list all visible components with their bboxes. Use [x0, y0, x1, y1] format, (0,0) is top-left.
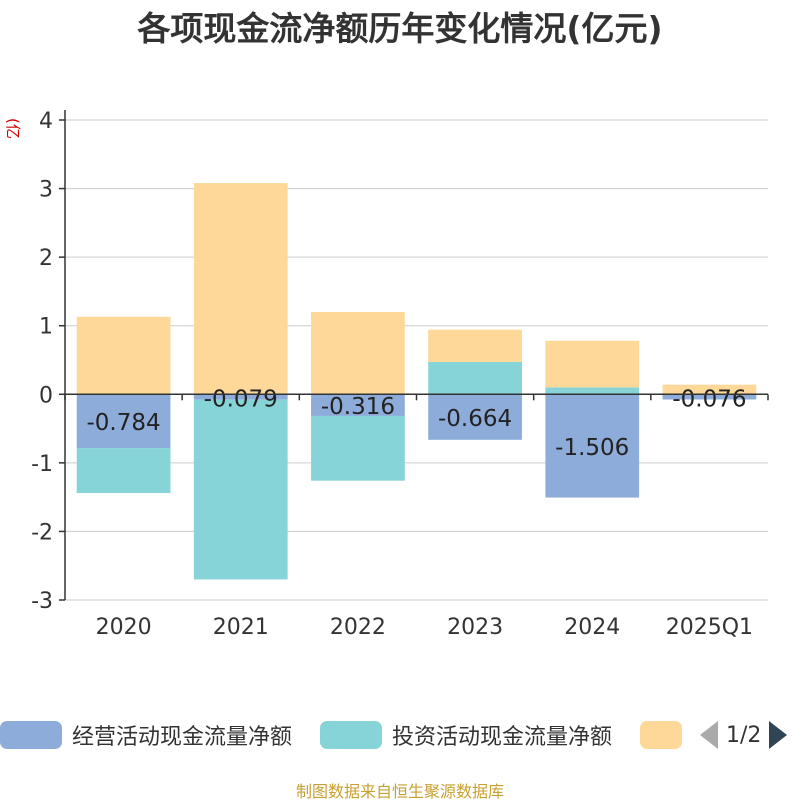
chart-title: 各项现金流净额历年变化情况(亿元) — [137, 9, 663, 48]
y-tick-label: -3 — [31, 589, 53, 614]
bar-operating-2023 — [428, 394, 522, 440]
x-tick-label: 2021 — [213, 615, 269, 640]
bar-financing-2022 — [311, 312, 405, 395]
y-tick-label: -2 — [31, 520, 53, 545]
bar-financing-2025Q1 — [662, 384, 757, 395]
legend-item-investing[interactable]: 投资活动现金流量净额 — [320, 712, 612, 758]
data-label: -0.664 — [438, 406, 512, 432]
bar-operating-2021 — [193, 394, 288, 400]
legend-next-icon[interactable] — [769, 721, 788, 749]
data-label: -0.784 — [87, 410, 161, 436]
x-tick-label: 2024 — [564, 615, 620, 640]
y-tick-label: 2 — [39, 246, 53, 271]
bar-investing-2022 — [311, 415, 405, 481]
bar-financing-2021 — [193, 183, 288, 395]
bar-operating-2022 — [311, 394, 405, 416]
bar-operating-2020 — [76, 394, 171, 449]
bar-operating-2024 — [545, 394, 640, 498]
y-tick-label: 0 — [39, 383, 53, 408]
legend-item-financing[interactable] — [640, 712, 692, 758]
data-label: -0.076 — [672, 386, 746, 412]
y-tick-label: 1 — [39, 315, 53, 340]
data-label: -0.316 — [321, 394, 395, 420]
data-source-note: 制图数据来自恒生聚源数据库 — [295, 782, 504, 801]
legend-swatch-financing — [640, 721, 682, 749]
bar-investing-2020 — [76, 448, 171, 494]
legend-label-operating: 经营活动现金流量净额 — [72, 725, 293, 750]
legend-prev-icon[interactable] — [700, 721, 718, 749]
bar-financing-2020 — [76, 316, 171, 395]
y-tick-label: -1 — [31, 452, 53, 477]
x-tick-label: 2020 — [96, 615, 152, 640]
legend-item-operating[interactable]: 经营活动现金流量净额 — [0, 712, 292, 758]
x-tick-label: 2025Q1 — [666, 615, 753, 640]
bar-financing-2023 — [428, 329, 522, 362]
data-label: -0.079 — [204, 386, 278, 412]
bar-financing-2024 — [545, 340, 640, 388]
bar-investing-2021 — [193, 399, 288, 580]
legend-label-investing: 投资活动现金流量净额 — [392, 725, 613, 750]
x-tick-label: 2022 — [330, 615, 386, 640]
bar-operating-2025Q1 — [662, 394, 757, 400]
legend-swatch-operating — [0, 721, 62, 749]
legend-page-indicator: 1/2 — [726, 722, 762, 748]
legend-swatch-investing — [320, 721, 382, 749]
bar-investing-2024 — [545, 387, 640, 395]
y-tick-label: 3 — [39, 178, 53, 203]
chart-plot: 4 3 2 1 0 -1 -2 -3 -0.784 -0.079 -0.316 -0.664 -1.50… — [31, 109, 769, 640]
legend-pager: 1/2 — [700, 712, 788, 758]
y-tick-label: 4 — [39, 109, 53, 134]
x-tick-label: 2023 — [447, 615, 503, 640]
data-label: -1.506 — [555, 435, 629, 461]
bar-investing-2023 — [428, 361, 522, 395]
legend: 经营活动现金流量净额 投资活动现金流量净额 1/2 — [0, 712, 800, 758]
